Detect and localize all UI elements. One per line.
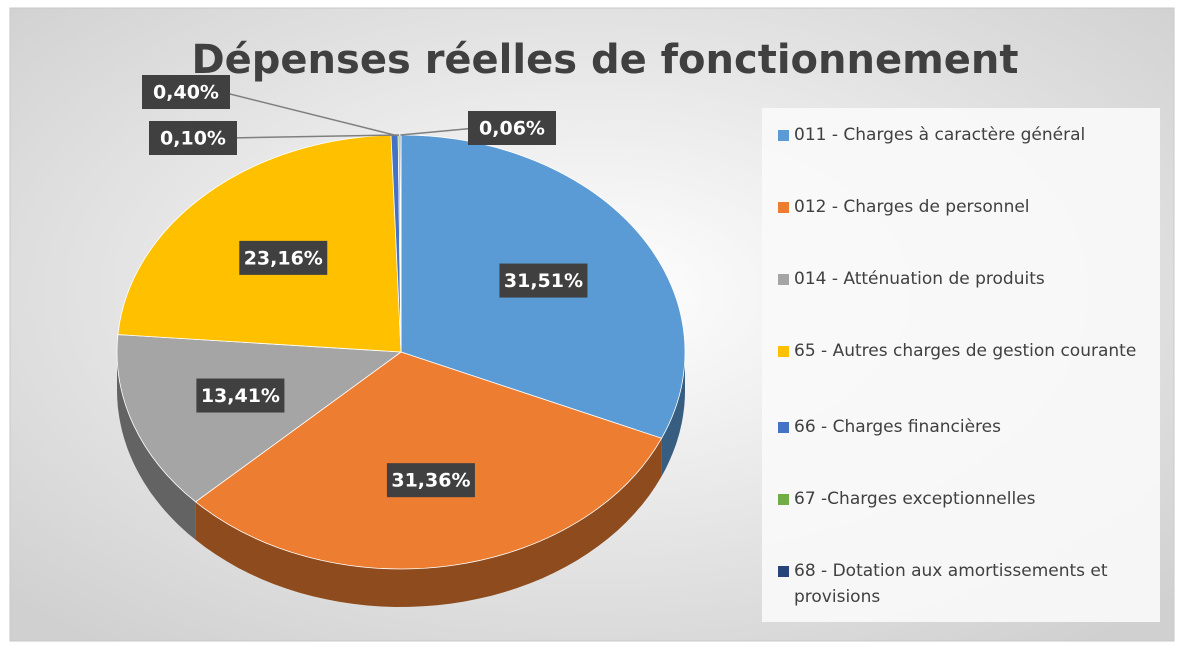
legend-swatch [778, 494, 789, 505]
data-label: 0,06% [479, 118, 545, 140]
legend-item: 68 - Dotation aux amortissements et prov… [778, 558, 1148, 610]
legend-swatch [778, 202, 789, 213]
legend-label: 66 - Charges financières [794, 417, 1001, 437]
legend: 011 - Charges à caractère général 012 - C… [762, 108, 1160, 622]
slice-side [117, 352, 196, 540]
data-label: 13,41% [201, 385, 280, 407]
legend-item: 65 - Autres charges de gestion courante [778, 338, 1148, 364]
legend-swatch [778, 130, 789, 141]
legend-item: 012 - Charges de personnel [778, 194, 1148, 220]
data-label: 0,40% [153, 82, 219, 104]
pie-slice [116, 334, 403, 503]
data-label: 23,16% [244, 247, 323, 269]
legend-label: 012 - Charges de personnel [794, 197, 1030, 217]
legend-label: 67 -Charges exceptionnelles [794, 489, 1036, 509]
label-box [499, 263, 588, 298]
legend-label: 014 - Atténuation de produits [794, 269, 1045, 289]
data-label: 0,10% [160, 128, 226, 150]
slice-side [195, 438, 662, 607]
pie-slice [194, 351, 663, 570]
leader-line [400, 127, 477, 136]
legend-label: 65 - Autres charges de gestion courante [794, 341, 1137, 361]
data-label: 31,36% [391, 470, 470, 492]
legend-swatch [778, 422, 789, 433]
label-box [149, 121, 237, 155]
legend-swatch [778, 274, 789, 285]
label-box [468, 111, 556, 145]
leader-line [221, 91, 395, 136]
chart-title: Dépenses réelles de fonctionnement [191, 37, 1018, 83]
legend-swatch [778, 566, 789, 577]
leader-line [228, 134, 400, 139]
label-box [386, 463, 475, 498]
label-box [196, 378, 285, 413]
legend-item: 014 - Atténuation de produits [778, 266, 1148, 292]
legend-label: 68 - Dotation aux amortissements et prov… [794, 561, 1108, 607]
legend-item: 011 - Charges à caractère général [778, 122, 1148, 148]
legend-item: 67 -Charges exceptionnelles [778, 486, 1148, 512]
label-box [142, 75, 230, 109]
legend-item: 66 - Charges financières [778, 414, 1148, 440]
legend-swatch [778, 346, 789, 357]
legend-label: 011 - Charges à caractère général [794, 125, 1086, 145]
label-box [239, 240, 328, 275]
data-label: 31,51% [504, 270, 583, 292]
